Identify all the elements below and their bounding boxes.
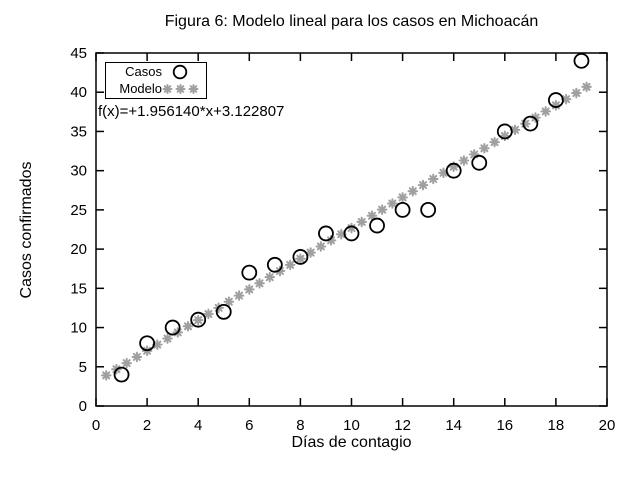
x-tick-label: 4 xyxy=(194,417,202,434)
fit-equation: f(x)=+1.956140*x+3.122807 xyxy=(98,103,285,120)
modelo-point xyxy=(325,235,337,246)
modelo-point xyxy=(479,142,490,154)
y-tick-label: 25 xyxy=(70,202,87,219)
casos-point xyxy=(190,311,207,328)
modelo-point xyxy=(417,179,429,191)
modelo-point xyxy=(376,204,388,215)
casos-point xyxy=(292,249,309,265)
legend-label-modelo: Modelo xyxy=(119,81,162,96)
y-tick-label: 40 xyxy=(70,84,87,101)
y-tick-label: 30 xyxy=(70,163,87,180)
modelo-point xyxy=(295,253,306,265)
modelo-point xyxy=(121,357,132,369)
x-tick-label: 14 xyxy=(445,417,462,434)
modelo-point xyxy=(581,81,592,93)
x-tick-label: 18 xyxy=(548,417,565,434)
modelo-point xyxy=(244,284,255,295)
modelo-point xyxy=(519,118,531,130)
casos-point xyxy=(343,225,360,242)
casos-point xyxy=(369,217,385,234)
casos-marker-icon xyxy=(162,64,202,80)
modelo-point xyxy=(397,192,408,203)
casos-point xyxy=(394,201,411,218)
modelo-point xyxy=(438,167,449,179)
modelo-point xyxy=(509,124,521,136)
modelo-point xyxy=(571,87,582,99)
x-tick-label: 20 xyxy=(599,417,616,434)
modelo-point xyxy=(427,173,439,185)
modelo-point xyxy=(335,228,347,240)
modelo-point xyxy=(203,308,214,320)
casos-point xyxy=(266,256,283,273)
legend: Casos Modelo xyxy=(105,62,207,99)
modelo-point xyxy=(162,333,173,344)
modelo-point xyxy=(387,198,398,209)
legend-item-modelo: Modelo xyxy=(106,81,206,97)
modelo-point xyxy=(264,271,276,283)
modelo-point xyxy=(560,93,572,105)
modelo-point xyxy=(356,216,368,228)
casos-point xyxy=(318,225,334,242)
casos-point xyxy=(113,366,130,383)
modelo-point xyxy=(489,136,500,148)
modelo-point xyxy=(366,210,378,222)
x-tick-label: 2 xyxy=(143,417,151,434)
legend-item-casos: Casos xyxy=(106,64,206,80)
y-tick-label: 15 xyxy=(70,280,87,297)
x-tick-label: 6 xyxy=(245,417,253,434)
chart-title: Figura 6: Modelo lineal para los casos e… xyxy=(164,13,539,30)
modelo-point xyxy=(233,290,245,301)
y-tick-label: 35 xyxy=(70,123,87,140)
casos-point xyxy=(139,335,156,352)
x-tick-label: 10 xyxy=(343,417,360,434)
casos-point xyxy=(215,303,232,320)
modelo-point xyxy=(223,296,235,308)
modelo-point xyxy=(550,99,562,111)
modelo-point xyxy=(458,155,470,166)
modelo-point xyxy=(131,351,143,363)
casos-point xyxy=(522,115,539,132)
legend-label-casos: Casos xyxy=(125,64,162,79)
x-tick-label: 12 xyxy=(394,417,411,434)
modelo-marker-icon xyxy=(162,81,202,97)
y-tick-label: 45 xyxy=(70,45,87,62)
modelo-point xyxy=(284,259,296,271)
x-axis-label: Días de contagio xyxy=(291,434,412,451)
casos-point xyxy=(573,52,590,69)
modelo-point xyxy=(192,314,204,326)
casos-point xyxy=(471,154,488,171)
y-tick-label: 10 xyxy=(70,320,87,337)
modelo-point xyxy=(407,185,419,197)
x-tick-label: 8 xyxy=(296,417,304,434)
modelo-point xyxy=(274,265,286,277)
y-tick-label: 0 xyxy=(79,398,87,415)
modelo-point xyxy=(305,247,316,258)
modelo-point xyxy=(468,149,480,160)
modelo-point xyxy=(499,130,511,142)
modelo-point xyxy=(315,241,327,252)
modelo-point xyxy=(448,161,459,172)
casos-point xyxy=(548,92,564,108)
modelo-point xyxy=(100,370,112,381)
x-tick-label: 0 xyxy=(92,417,100,434)
modelo-point xyxy=(254,277,265,289)
casos-point xyxy=(164,319,181,336)
x-tick-label: 16 xyxy=(496,417,513,434)
casos-point xyxy=(496,123,513,140)
casos-point xyxy=(241,264,258,281)
y-tick-label: 5 xyxy=(79,359,87,376)
y-tick-label: 20 xyxy=(70,241,87,258)
casos-point xyxy=(420,201,437,218)
casos-point xyxy=(445,162,462,179)
modelo-point xyxy=(540,106,551,117)
modelo-point xyxy=(182,320,194,332)
modelo-point xyxy=(346,222,357,234)
modelo-point xyxy=(530,112,541,123)
modelo-point xyxy=(152,339,163,350)
